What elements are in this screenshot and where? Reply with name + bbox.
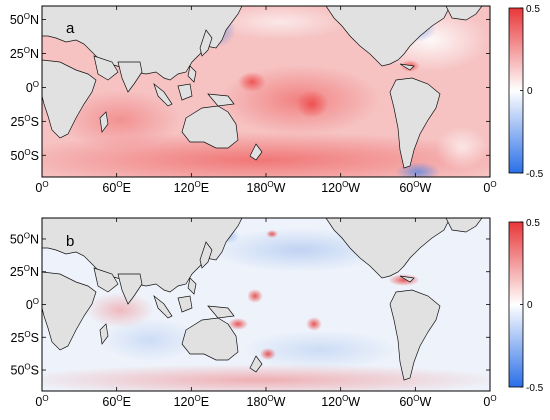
panel-a-warm-spot-2 xyxy=(296,90,328,118)
panel-a-label: a xyxy=(66,20,75,37)
panel-b-lon-label: 120OE xyxy=(174,394,209,409)
panel-a-lon-label: 0O xyxy=(483,180,496,195)
panel-b-land xyxy=(42,218,483,381)
panel-b-colorbar-min: -0.5 xyxy=(526,383,544,394)
panel-b-lon-label: 0O xyxy=(35,394,48,409)
panel-a-land-australia xyxy=(181,105,239,149)
panel-b-lat-label: 0O xyxy=(26,297,39,312)
panel-a-land-north-america xyxy=(325,6,451,67)
panel-b-colorbar-mid: 0 xyxy=(527,300,533,311)
panel-a-land xyxy=(42,6,483,169)
panel-b-map: b xyxy=(42,218,490,391)
panel-a-land-new-guinea xyxy=(207,93,235,107)
panel-b-red-spot-4 xyxy=(260,348,276,360)
panel-a-land-borneo xyxy=(177,83,193,101)
panel-a-axes: 50ON 25ON 0O 25OS 50OS 0O 60OE 120OE 180OW 120OW 6… xyxy=(10,6,497,195)
panel-b-land-india xyxy=(117,273,143,305)
panel-b-lon-label: 60OW xyxy=(399,394,431,409)
panel-b-land-philippines xyxy=(187,277,197,295)
panel-b-lat-label: 50OS xyxy=(11,363,39,378)
panel-b-land-cuba xyxy=(399,275,415,283)
panel-a-lat-label: 25ON xyxy=(10,46,39,61)
panel-b-land-arabia xyxy=(93,267,119,293)
panel-b-land-borneo xyxy=(177,295,193,313)
panel-a-land-philippines xyxy=(187,65,197,83)
panel-b-red-spot-5 xyxy=(266,230,278,238)
panel-b-red-spot-2 xyxy=(306,317,322,331)
panel-b-lon-label: 60OE xyxy=(102,394,130,409)
panel-a-land-india xyxy=(117,61,143,93)
panel-a-pale-north-pacific xyxy=(210,6,350,40)
panel-a-land-sumatra xyxy=(153,82,173,107)
panel-b-lon-label: 0O xyxy=(483,394,496,409)
panel-b-lat-label: 25ON xyxy=(10,264,39,279)
panel-b-pink-indian xyxy=(85,292,155,328)
panel-b-red-caribbean xyxy=(388,274,420,286)
panel-a-colorbar-mid: 0 xyxy=(527,86,533,97)
panel-b-pink-south-band xyxy=(42,364,490,391)
panel-a-lon-label: 0O xyxy=(35,180,48,195)
panel-a-colorbar-min: -0.5 xyxy=(526,169,544,180)
panel-b-land-sumatra xyxy=(153,294,173,319)
panel-b-red-spot-3 xyxy=(228,318,248,330)
panel-b-label: b xyxy=(66,233,74,250)
panel-a-land-new-zealand xyxy=(249,143,263,161)
panel-b-land-madagascar xyxy=(99,323,109,345)
panel-a-lon-label: 120OE xyxy=(174,180,209,195)
panel-b-land-south-america xyxy=(389,289,441,381)
panel-a-lon-label: 60OE xyxy=(102,180,130,195)
panel-a-warm-indian xyxy=(60,90,180,150)
panel-b-lon-label: 180OW xyxy=(247,394,286,409)
panel-b-land-australia xyxy=(181,317,239,361)
panel-a-lat-label: 50OS xyxy=(11,148,39,163)
panel-a-lon-label: 120OW xyxy=(321,180,360,195)
panel-b-land-north-america xyxy=(325,218,451,279)
panel-a-land-greenland xyxy=(445,6,483,21)
panel-b-land-japan xyxy=(199,241,213,269)
panel-a-land-europe-asia xyxy=(42,6,243,81)
panel-a-warm-spot-1 xyxy=(238,72,266,92)
panel-a-land-madagascar xyxy=(99,111,109,133)
panel-b-land-europe-asia xyxy=(42,218,243,293)
panel-a: a 50ON 25ON 0O 25OS 50OS 0O 60OE 120OE 180OW 120O… xyxy=(10,4,544,195)
panel-b-land-new-guinea xyxy=(207,305,235,319)
panel-a-colorbar-max: 0.5 xyxy=(526,4,540,15)
panel-b-land-africa xyxy=(42,271,97,351)
panel-b-colorbar: 0.5 0 -0.5 xyxy=(508,218,544,394)
panel-a-colorbar: 0.5 0 -0.5 xyxy=(508,4,544,180)
panel-a-land-arabia xyxy=(93,55,119,81)
panel-b: b 50ON 25ON 0O 25OS 50OS 0O 60OE 120OE 180OW 120O… xyxy=(10,217,544,409)
panel-b-axes: 50ON 25ON 0O 25OS 50OS 0O 60OE 120OE 180OW 120OW 6… xyxy=(10,218,497,409)
panel-b-land-new-zealand xyxy=(249,355,263,373)
panel-a-lat-label: 0O xyxy=(26,80,39,95)
panel-a-lon-label: 60OW xyxy=(399,180,431,195)
panel-b-lon-label: 120OW xyxy=(321,394,360,409)
panel-b-blue-south-pacific xyxy=(240,330,400,370)
panel-b-lat-label: 25OS xyxy=(11,330,39,345)
panel-a-lat-label: 25OS xyxy=(11,114,39,129)
panel-b-lat-label: 50ON xyxy=(10,231,39,246)
panel-b-land-greenland xyxy=(445,218,483,233)
panel-b-blue-indian xyxy=(100,318,200,362)
panel-a-lat-label: 50ON xyxy=(10,12,39,27)
panel-a-cool-patagonia xyxy=(396,162,440,177)
panel-a-map: a xyxy=(42,6,490,177)
panel-b-colorbar-max: 0.5 xyxy=(526,218,540,229)
panel-b-red-spot-1 xyxy=(247,289,263,303)
panel-a-land-japan xyxy=(199,29,213,57)
panel-a-cool-south-atlantic xyxy=(436,126,488,170)
panel-a-land-south-america xyxy=(389,77,441,169)
panel-a-land-africa xyxy=(42,59,97,139)
panel-a-land-cuba xyxy=(399,63,415,71)
panel-a-lon-label: 180OW xyxy=(247,180,286,195)
